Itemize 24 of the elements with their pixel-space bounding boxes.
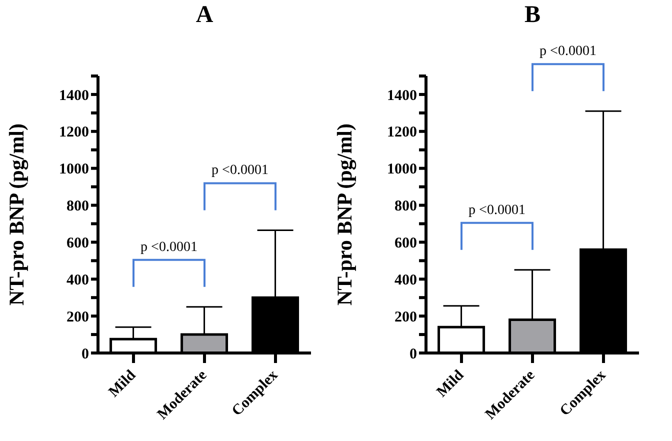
y-tick-label: 200 [394,309,417,326]
y-tick-label: 200 [66,309,89,326]
y-tick-label: 600 [66,236,89,252]
annotation: p <0.0001 [212,163,268,178]
chart-title: A [194,2,214,29]
y-tick-label: 400 [66,272,89,288]
y-axis-title: NT-pro BNP (pg/ml) [4,123,28,306]
text: p <0.0001 [540,44,596,60]
y-tick-label: 800 [66,198,89,215]
y-axis-title: NT-pro BNP (pg/ml) [332,123,356,306]
y-tick-label: 1200 [59,124,89,141]
annotation: p <0.0001 [140,240,198,255]
y-tick-label: 1000 [59,162,89,178]
y-tick-label: 0 [82,346,89,362]
y-tick-label: 1000 [387,162,417,178]
y-tick-label: 1400 [59,88,89,104]
y-tick-label: 1400 [387,88,417,104]
y-tick-label: 0 [410,346,417,362]
y-tick-label: 400 [394,272,417,288]
y-tick-label: 600 [394,236,417,252]
y-tick-label: 800 [394,198,417,215]
chart-title: B [523,2,542,29]
annotation: p <0.0001 [468,202,526,218]
y-tick-label: 1200 [387,124,417,141]
